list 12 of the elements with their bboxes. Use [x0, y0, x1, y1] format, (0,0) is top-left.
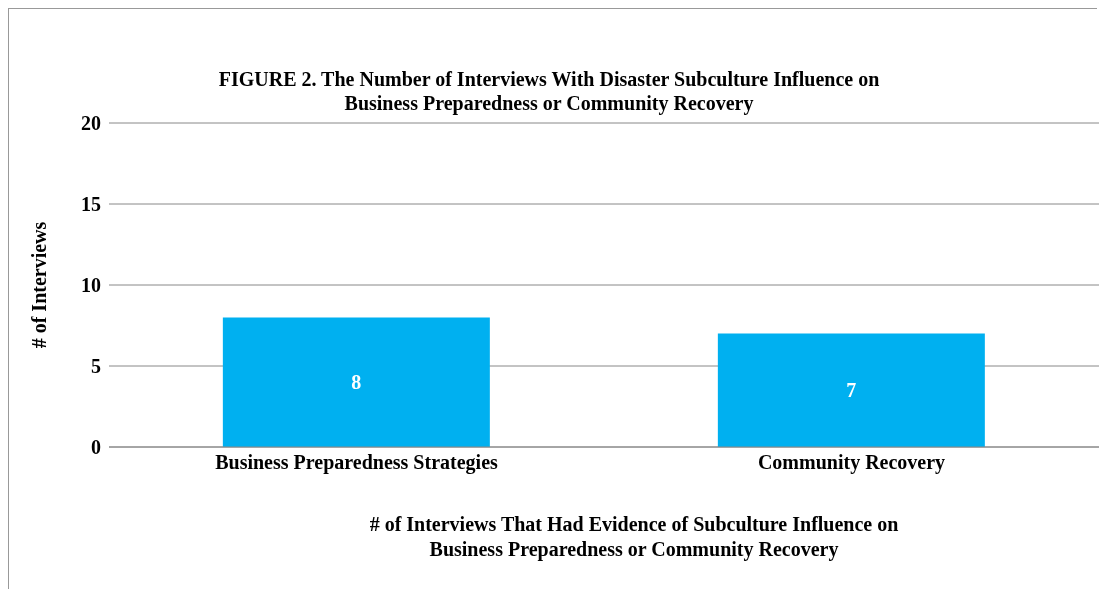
x-axis-title: # of Interviews That Had Evidence of Subculture Influence on Business Preparedness or Community Recovery — [368, 512, 900, 562]
y-tick-label: 20 — [81, 112, 101, 135]
y-tick-label: 15 — [81, 193, 101, 216]
x-tick-label: Business Preparedness Strategies — [215, 451, 499, 475]
chart-title: FIGURE 2. The Number of Interviews With Disaster Subculture Influence on Business Preparedness or Community Recovery — [218, 68, 880, 114]
data-label: 8 — [351, 371, 362, 394]
data-label: 7 — [846, 379, 857, 402]
y-tick-label: 0 — [91, 436, 101, 459]
y-tick-label: 5 — [91, 355, 101, 378]
y-axis-title: # of Interviews — [28, 221, 51, 349]
y-tick-label: 10 — [81, 274, 101, 297]
x-tick-label: Community Recovery — [757, 451, 946, 475]
